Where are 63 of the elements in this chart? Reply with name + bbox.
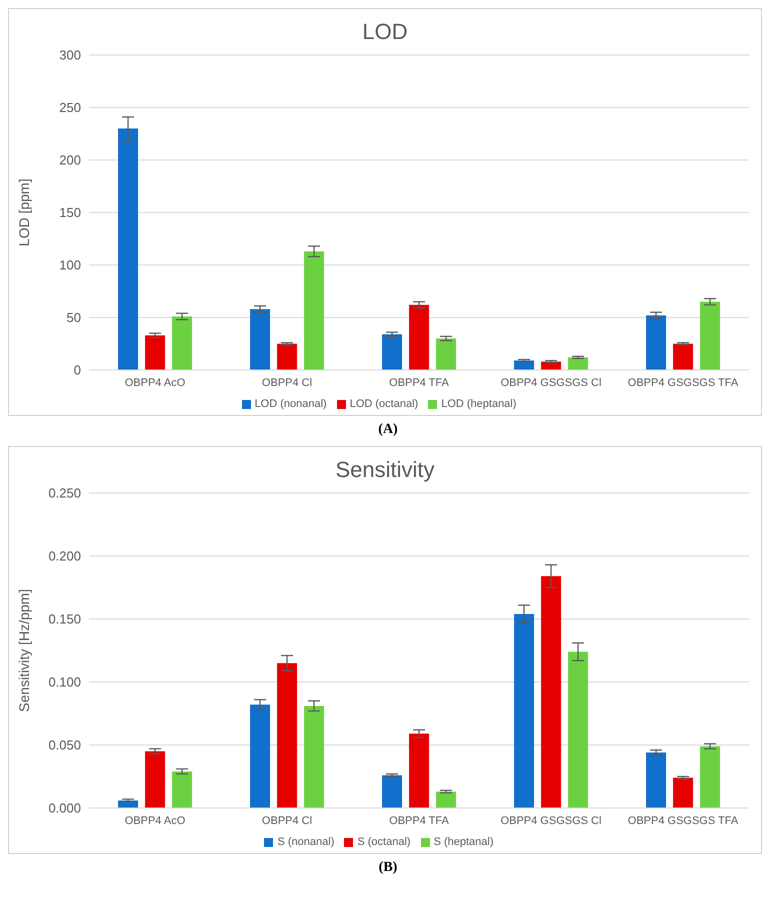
bar bbox=[304, 251, 324, 370]
bar bbox=[673, 344, 694, 370]
bar bbox=[436, 338, 456, 370]
bar bbox=[304, 706, 324, 808]
bar bbox=[382, 775, 402, 808]
x-tick-label: OBPP4 TFA bbox=[389, 814, 450, 827]
bar bbox=[673, 778, 694, 808]
bar bbox=[700, 302, 720, 370]
bar bbox=[568, 652, 588, 808]
bar bbox=[646, 752, 666, 808]
y-axis-title: Sensitivity [Hz/ppm] bbox=[16, 589, 32, 712]
y-tick-label: 0 bbox=[74, 362, 81, 378]
bar bbox=[277, 663, 298, 808]
y-tick-label: 0.150 bbox=[48, 612, 81, 627]
bar bbox=[277, 344, 298, 370]
y-tick-label: 0.200 bbox=[48, 548, 81, 564]
text: (B) bbox=[378, 860, 398, 876]
legend-label: S (octanal) bbox=[357, 836, 411, 848]
y-tick-label: 0.250 bbox=[48, 486, 81, 501]
bar bbox=[172, 771, 192, 808]
bar bbox=[250, 309, 270, 370]
y-tick-label: 200 bbox=[59, 152, 81, 168]
bar bbox=[700, 746, 720, 808]
text: (A) bbox=[377, 422, 399, 438]
x-tick-label: OBPP4 GSGSGS Cl bbox=[500, 376, 602, 389]
legend-label: LOD (octanal) bbox=[350, 398, 418, 410]
x-tick-label: OBPP4 GSGSGS Cl bbox=[500, 814, 602, 827]
bar bbox=[172, 316, 192, 370]
bar bbox=[568, 357, 588, 370]
bar bbox=[409, 304, 430, 370]
bar bbox=[250, 704, 270, 808]
legend-label: LOD (heptanal) bbox=[441, 398, 516, 410]
bar bbox=[145, 335, 166, 370]
y-tick-label: 0.050 bbox=[48, 738, 81, 753]
x-tick-label: OBPP4 Cl bbox=[262, 376, 312, 389]
legend-label: S (nonanal) bbox=[277, 836, 334, 848]
bar bbox=[541, 576, 562, 808]
y-tick-label: 300 bbox=[59, 48, 81, 63]
y-tick-label: 150 bbox=[59, 205, 81, 220]
bar bbox=[145, 751, 166, 808]
x-tick-label: OBPP4 TFA bbox=[389, 376, 450, 389]
y-tick-label: 100 bbox=[59, 258, 81, 273]
y-tick-label: 0.000 bbox=[48, 800, 81, 816]
chart-title: LOD bbox=[361, 18, 409, 45]
bar bbox=[514, 360, 534, 370]
y-tick-label: 250 bbox=[59, 100, 81, 116]
legend-label: LOD (nonanal) bbox=[254, 398, 327, 410]
x-tick-label: OBPP4 Cl bbox=[262, 814, 312, 827]
bar bbox=[436, 792, 456, 808]
bar bbox=[382, 334, 402, 370]
y-axis-title: LOD [ppm] bbox=[16, 178, 32, 246]
x-tick-label: OBPP4 AcO bbox=[124, 814, 186, 827]
bar bbox=[514, 614, 534, 808]
y-tick-label: 50 bbox=[66, 310, 81, 326]
x-tick-label: OBPP4 AcO bbox=[124, 376, 186, 389]
y-tick-label: 0.100 bbox=[48, 674, 81, 690]
x-tick-label: OBPP4 GSGSGS TFA bbox=[628, 814, 739, 827]
chart-title: Sensitivity bbox=[334, 456, 436, 483]
bar bbox=[409, 734, 430, 808]
bar bbox=[646, 315, 666, 370]
legend-label: S (heptanal) bbox=[434, 836, 494, 848]
x-tick-label: OBPP4 GSGSGS TFA bbox=[628, 376, 739, 389]
bar bbox=[118, 128, 138, 370]
